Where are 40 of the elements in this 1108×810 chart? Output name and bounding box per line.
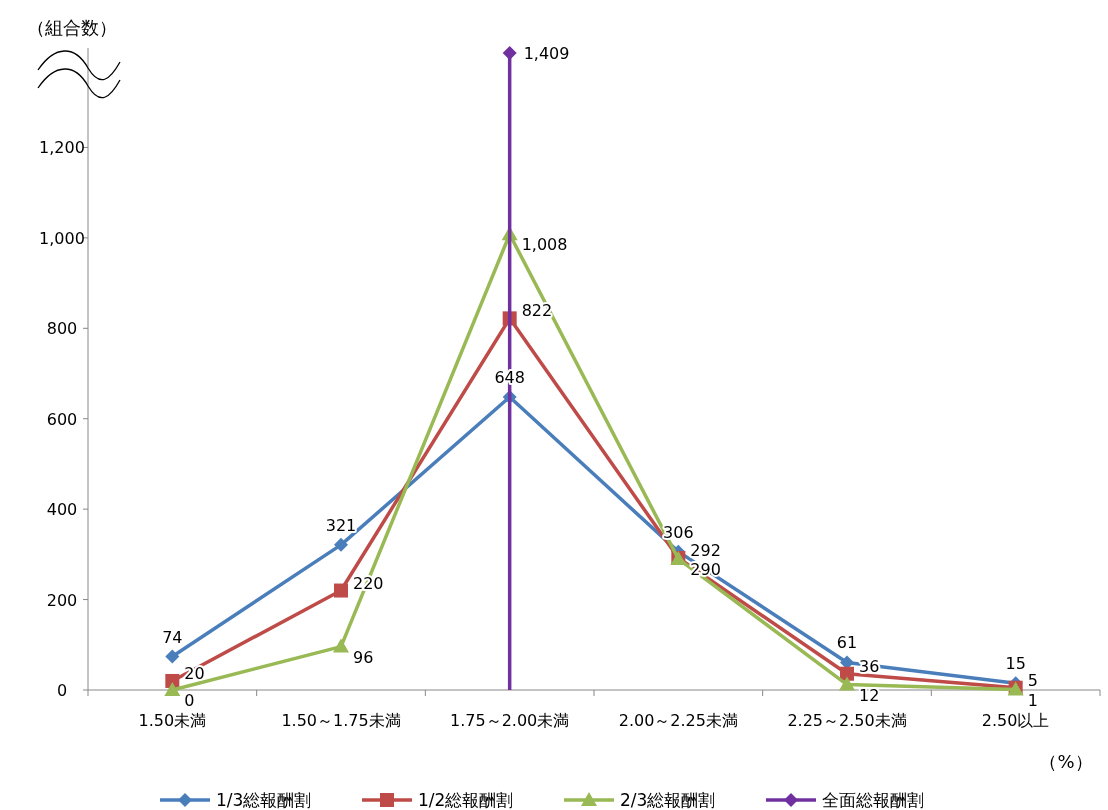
x-tick-label: 1.75～2.00未満 — [450, 711, 570, 730]
y-tick-label: 800 — [46, 319, 78, 339]
y-tick-label: 1,200 — [39, 138, 85, 158]
data-label: 1,008 — [521, 235, 568, 255]
y-tick-label: 600 — [46, 409, 78, 429]
y-tick-label: 400 — [46, 500, 78, 520]
data-label: 61 — [836, 633, 858, 653]
data-label: 20 — [184, 663, 205, 683]
y-tick-label: 0 — [56, 681, 68, 700]
point — [839, 676, 855, 691]
y-axis-title: （組合数） — [27, 17, 117, 38]
point — [334, 537, 348, 552]
y-tick-label: 200 — [46, 590, 78, 610]
data-label: 15 — [1005, 654, 1026, 674]
point — [165, 649, 180, 664]
x-tick-label: 1.50～1.75未満 — [281, 711, 401, 730]
data-label: 292 — [690, 540, 721, 560]
data-label: 12 — [859, 685, 880, 705]
point — [334, 583, 348, 598]
legend-label: 1/2総報酬割 — [418, 790, 514, 810]
data-label: 321 — [325, 515, 357, 535]
legend-label: 全面総報酬割 — [822, 790, 924, 810]
x-tick-label: 2.50以上 — [981, 711, 1050, 730]
legend-label: 2/3総報酬割 — [620, 790, 716, 810]
data-label: 96 — [353, 647, 374, 667]
x-tick-label: 2.25～2.50未満 — [787, 711, 907, 730]
x-tick-label: 2.00～2.25未満 — [618, 711, 738, 730]
data-label: 0 — [184, 691, 195, 710]
point — [164, 682, 181, 696]
data-label: 1 — [1027, 690, 1038, 710]
x-tick-label: 1.50未満 — [138, 711, 207, 730]
y-tick-label: 1,000 — [39, 228, 85, 248]
data-label: 306 — [663, 522, 694, 542]
x-axis-title: （%） — [1039, 751, 1093, 772]
data-label: 1,409 — [523, 43, 570, 63]
data-label: 5 — [1027, 670, 1038, 690]
point — [333, 638, 349, 653]
legend-label: 1/3総報酬割 — [216, 790, 312, 810]
data-label: 74 — [162, 627, 183, 647]
point — [502, 45, 517, 60]
